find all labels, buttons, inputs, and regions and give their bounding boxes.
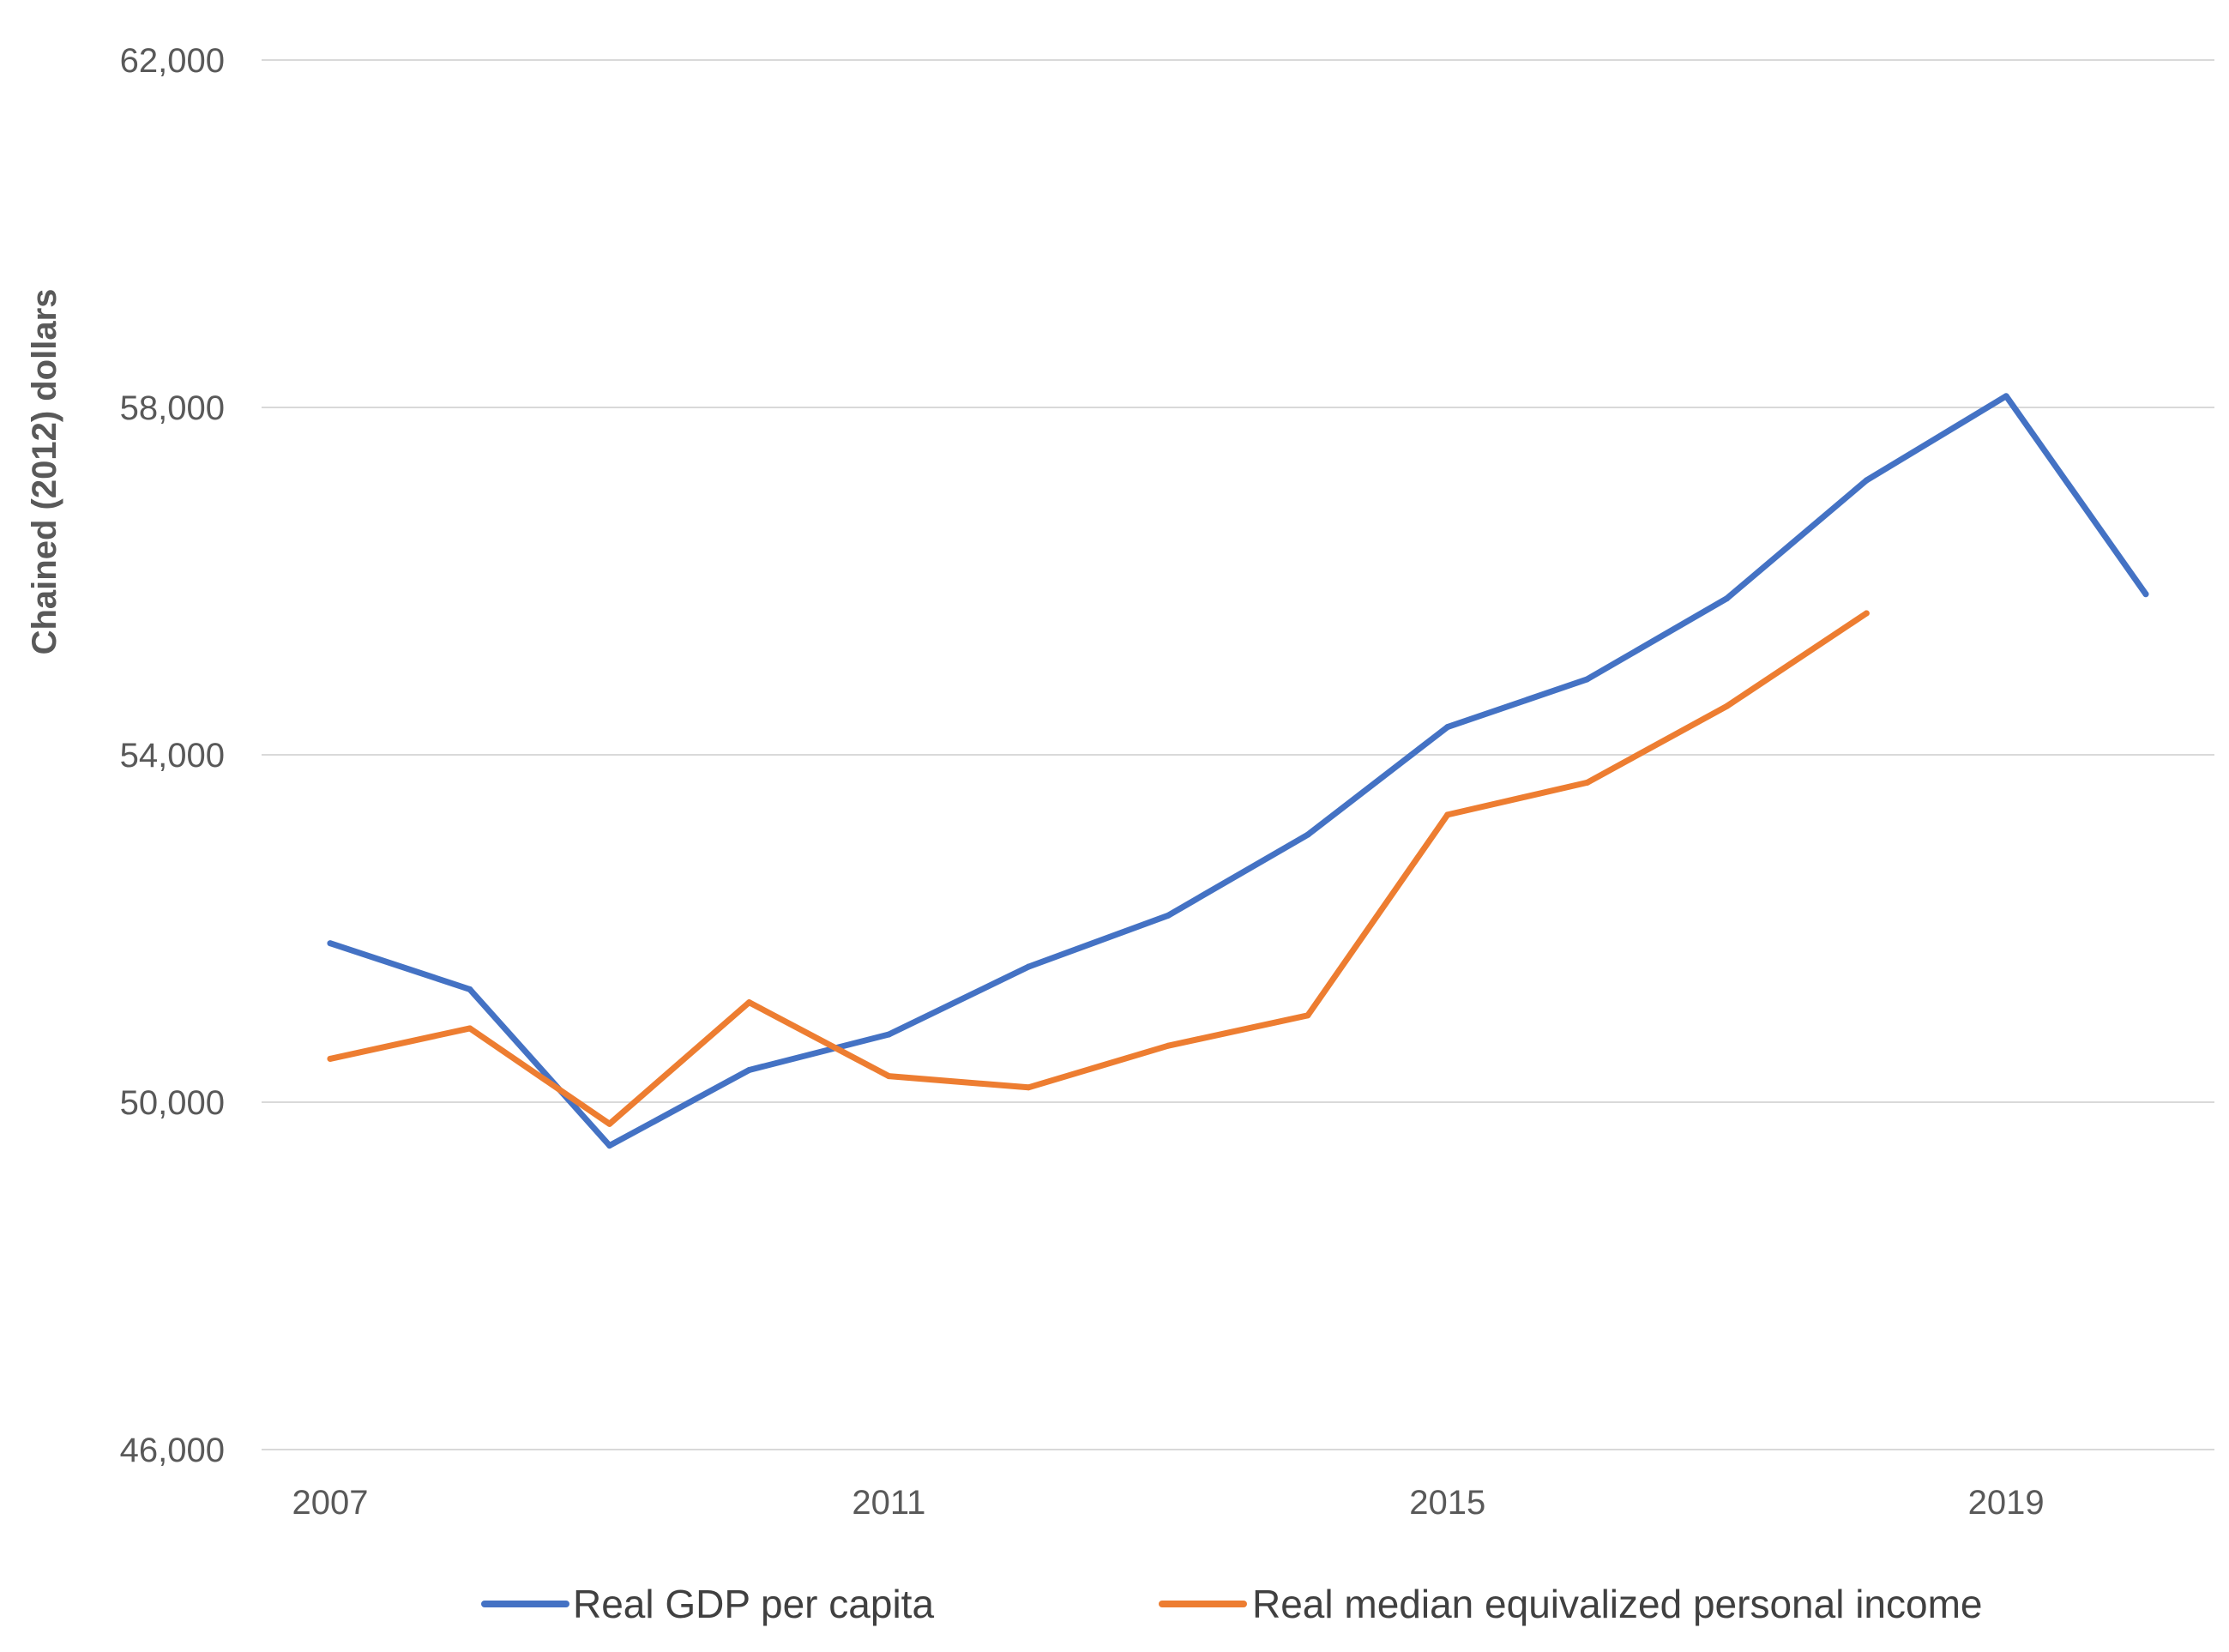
y-tick-label: 58,000 [120,389,225,427]
data-point [606,1121,612,1127]
data-point [1026,1084,1032,1090]
series-1 [328,393,2149,1149]
series-line [330,613,1866,1124]
data-point [606,1143,612,1149]
series-lines [328,393,2149,1149]
data-point [1584,676,1590,682]
y-tick-label: 62,000 [120,42,225,80]
data-point [1444,811,1450,817]
data-point [1584,780,1590,786]
data-point [328,1056,334,1062]
data-point [1724,595,1730,601]
y-tick-label: 50,000 [120,1084,225,1122]
data-point [1304,832,1310,838]
legend-label: Real median equivalized personal income [1252,1582,1983,1626]
data-point [1166,1043,1172,1049]
legend-item: Real median equivalized personal income [1162,1582,1983,1626]
gridlines [262,60,2214,1450]
y-tick-label: 54,000 [120,737,225,775]
data-point [328,940,334,946]
data-point [1026,964,1032,970]
chart: 46,000 50,000 54,000 58,000 62,000 2007 2011 2… [0,0,2229,1652]
data-point [746,999,752,1005]
x-axis-ticks: 2007 2011 2015 2019 [292,1484,2045,1522]
x-tick-label: 2011 [852,1484,925,1522]
y-tick-label: 46,000 [120,1432,225,1469]
legend-item: Real GDP per capita [485,1582,934,1626]
x-tick-label: 2019 [1968,1484,2045,1522]
data-point [746,1067,752,1073]
legend: Real GDP per capita Real median equivaliz… [485,1582,1983,1626]
series-2 [328,610,1870,1126]
data-point [467,986,473,992]
y-axis-ticks: 46,000 50,000 54,000 58,000 62,000 [120,42,225,1469]
data-point [2143,591,2149,597]
data-point [1864,478,1870,484]
legend-label: Real GDP per capita [573,1582,934,1626]
data-point [886,1073,892,1079]
data-point [886,1032,892,1038]
data-point [2003,393,2009,399]
line-chart: 46,00050,00054,00058,00062,000 2007 2011 2… [0,0,2229,1652]
data-point [1304,1012,1310,1018]
data-point [1166,913,1172,919]
y-axis-title: Chained (2012) dollars [26,289,63,655]
x-tick-label: 2007 [292,1484,369,1522]
x-tick-label: 2015 [1409,1484,1485,1522]
data-point [1864,610,1870,616]
data-point [1444,724,1450,730]
data-point [1724,703,1730,709]
data-point [467,1025,473,1031]
